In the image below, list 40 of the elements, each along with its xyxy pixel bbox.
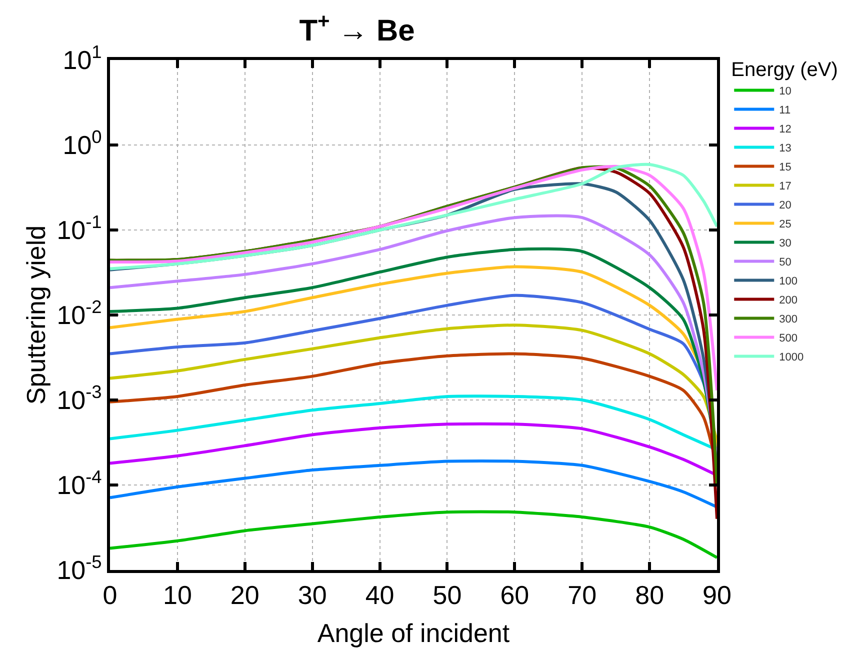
- y-tick-label: 10$^{-5}$: [56, 552, 102, 586]
- x-tick-label: 90: [702, 580, 732, 610]
- y-tick-label: 10$^{1}$: [62, 42, 102, 76]
- legend-label: 12: [779, 124, 792, 136]
- x-tick-label: 80: [635, 580, 664, 610]
- x-tick-label: 30: [298, 580, 327, 610]
- chart-title: T$^{+}$ → Be: [299, 10, 415, 48]
- legend-label: 500: [779, 332, 798, 345]
- x-tick-label: 70: [568, 580, 597, 610]
- x-tick-label: 0: [102, 580, 118, 610]
- x-tick-label: 10: [162, 580, 192, 610]
- legend-label: 13: [779, 142, 792, 155]
- legend-label: 300: [779, 314, 798, 326]
- legend-label: 200: [779, 294, 798, 307]
- legend-label: 11: [779, 104, 791, 117]
- y-tick-label: 10$^{-1}$: [56, 212, 102, 246]
- x-tick-label: 20: [230, 580, 260, 610]
- line-series: [110, 164, 717, 392]
- y-tick-label: 10$^{-2}$: [56, 297, 102, 330]
- y-tick-label: 10$^{-3}$: [56, 382, 102, 416]
- y-tick-label: 10$^{-4}$: [56, 467, 102, 500]
- legend-label: 15: [779, 162, 792, 174]
- legend-label: 100: [779, 276, 798, 288]
- line-series: [110, 510, 717, 560]
- legend-label: 50: [779, 256, 792, 269]
- legend-label: 30: [779, 238, 792, 250]
- line-series: [110, 162, 717, 270]
- x-axis-title: Angle of incident: [317, 618, 510, 648]
- x-tick-label: 50: [432, 580, 462, 610]
- line-series: [110, 460, 717, 509]
- y-axis-title: Sputtering yield: [21, 225, 52, 405]
- legend-label: 1000: [779, 352, 804, 364]
- legend-label: 25: [779, 218, 792, 231]
- legend-title: Energy (eV): [731, 58, 838, 81]
- x-tick-label: 60: [500, 580, 530, 610]
- x-tick-label: 40: [365, 580, 394, 610]
- legend-label: 10: [779, 86, 792, 98]
- legend-label: 17: [779, 180, 792, 193]
- y-tick-label: 10$^{0}$: [62, 127, 102, 160]
- legend-label: 20: [779, 200, 792, 212]
